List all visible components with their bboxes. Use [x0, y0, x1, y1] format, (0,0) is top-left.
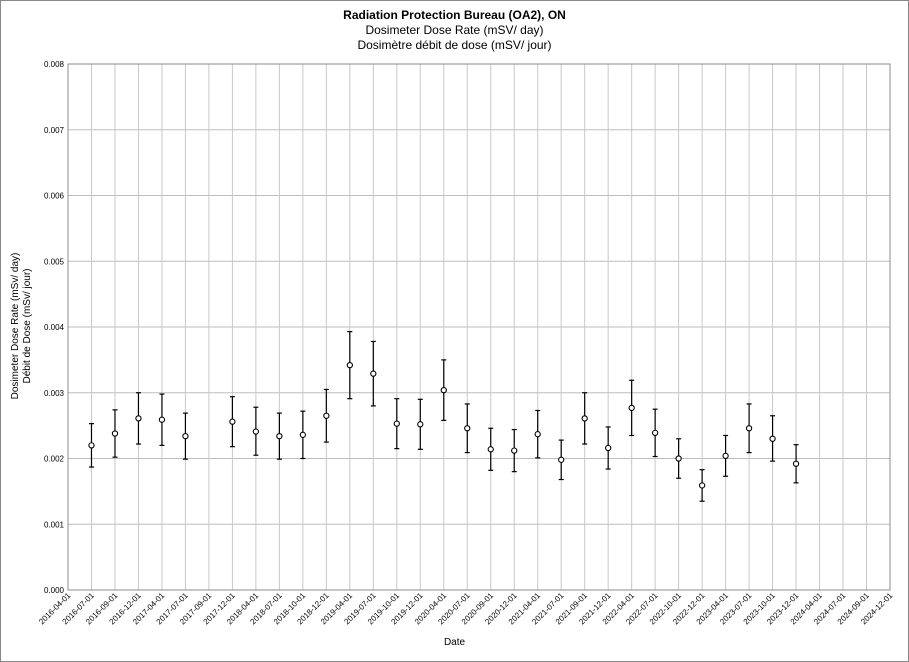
- data-point: [534, 431, 541, 438]
- data-point: [393, 420, 400, 427]
- y-tick-label: 0.003: [44, 389, 65, 398]
- data-point: [792, 460, 800, 467]
- data-point: [276, 432, 283, 440]
- data-point: [628, 404, 635, 412]
- data-point: [158, 416, 166, 423]
- data-point: [675, 455, 682, 462]
- data-point: [487, 446, 494, 453]
- chart-subtitle-fr: Dosimètre débit de dose (mSV/ jour): [357, 38, 552, 52]
- y-tick-label: 0.002: [44, 455, 65, 464]
- data-point: [605, 444, 612, 452]
- data-point: [111, 430, 119, 437]
- data-point: [464, 425, 471, 432]
- y-tick-label: 0.000: [44, 586, 65, 595]
- data-point: [769, 435, 776, 442]
- data-point: [88, 442, 95, 449]
- y-tick-label: 0.008: [44, 60, 65, 69]
- data-point: [440, 386, 447, 394]
- y-tick-label: 0.004: [44, 323, 65, 332]
- data-point: [558, 456, 565, 463]
- data-point: [229, 418, 236, 425]
- y-tick-label: 0.006: [44, 192, 65, 201]
- data-point: [135, 415, 142, 422]
- data-point: [511, 447, 518, 454]
- chart-titles: Radiation Protection Bureau (OA2), ON Do…: [0, 8, 909, 53]
- data-point: [252, 428, 260, 435]
- y-tick-label: 0.005: [44, 257, 65, 266]
- x-axis-label: Date: [443, 637, 466, 648]
- data-point: [581, 415, 588, 422]
- chart-title: Radiation Protection Bureau (OA2), ON: [343, 8, 566, 22]
- y-tick-label: 0.007: [44, 126, 65, 135]
- data-point: [299, 431, 307, 438]
- data-point: [323, 412, 330, 419]
- data-point: [722, 452, 729, 460]
- y-tick-label: 0.001: [44, 520, 65, 529]
- data-point: [370, 370, 377, 377]
- plot-border: [67, 63, 891, 591]
- data-point: [182, 432, 189, 440]
- data-point: [745, 425, 753, 432]
- chart-subtitle-en: Dosimeter Dose Rate (mSV/ day): [365, 23, 544, 37]
- data-point: [417, 421, 424, 428]
- data-point: [651, 429, 659, 437]
- data-point: [698, 482, 706, 489]
- data-point: [346, 361, 353, 369]
